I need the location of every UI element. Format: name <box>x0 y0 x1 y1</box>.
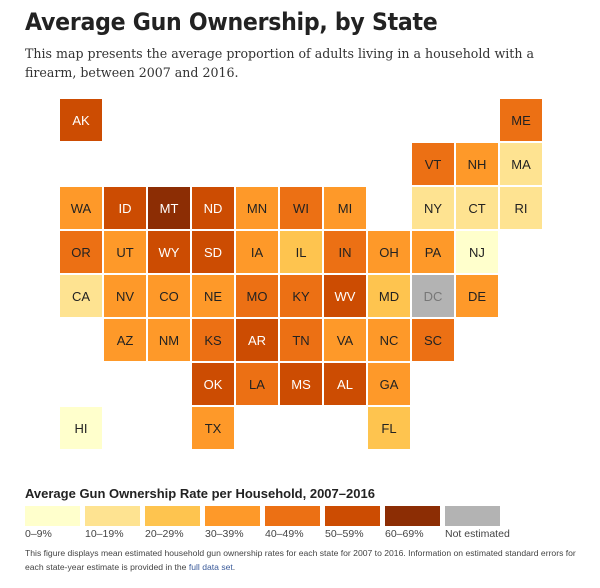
state-tile-mn: MN <box>236 187 278 229</box>
page-subtitle: This map presents the average proportion… <box>25 46 534 80</box>
legend-title: Average Gun Ownership Rate per Household… <box>25 486 375 501</box>
state-tile-ut: UT <box>104 231 146 273</box>
state-tile-wy: WY <box>148 231 190 273</box>
state-tile-ok: OK <box>192 363 234 405</box>
state-tile-ri: RI <box>500 187 542 229</box>
state-tile-de: DE <box>456 275 498 317</box>
state-tile-ne: NE <box>192 275 234 317</box>
state-tile-wv: WV <box>324 275 366 317</box>
legend-swatch <box>385 506 440 526</box>
state-tile-nj: NJ <box>456 231 498 273</box>
footnote-text: This figure displays mean estimated hous… <box>25 548 576 572</box>
state-tile-al: AL <box>324 363 366 405</box>
state-tile-tn: TN <box>280 319 322 361</box>
state-tile-ma: MA <box>500 143 542 185</box>
state-tile-nh: NH <box>456 143 498 185</box>
state-tile-or: OR <box>60 231 102 273</box>
legend-label: 40–49% <box>265 528 304 540</box>
state-tile-ky: KY <box>280 275 322 317</box>
state-tile-fl: FL <box>368 407 410 449</box>
state-tile-ct: CT <box>456 187 498 229</box>
full-data-set-link[interactable]: full data set <box>188 562 233 572</box>
state-tile-pa: PA <box>412 231 454 273</box>
state-tile-ia: IA <box>236 231 278 273</box>
state-tile-sc: SC <box>412 319 454 361</box>
state-tile-nm: NM <box>148 319 190 361</box>
state-tile-id: ID <box>104 187 146 229</box>
legend-swatch <box>25 506 80 526</box>
state-tile-dc: DC <box>412 275 454 317</box>
state-tile-in: IN <box>324 231 366 273</box>
state-tile-nd: ND <box>192 187 234 229</box>
state-tile-nv: NV <box>104 275 146 317</box>
state-tile-md: MD <box>368 275 410 317</box>
page-title: Average Gun Ownership, by State <box>25 8 438 36</box>
state-tile-la: LA <box>236 363 278 405</box>
state-tile-vt: VT <box>412 143 454 185</box>
state-tile-mi: MI <box>324 187 366 229</box>
state-tile-ga: GA <box>368 363 410 405</box>
state-tile-nc: NC <box>368 319 410 361</box>
state-tile-mt: MT <box>148 187 190 229</box>
legend-label: 50–59% <box>325 528 364 540</box>
state-tile-ks: KS <box>192 319 234 361</box>
legend-label: Not estimated <box>445 528 510 540</box>
state-tile-az: AZ <box>104 319 146 361</box>
state-tile-ny: NY <box>412 187 454 229</box>
state-tile-va: VA <box>324 319 366 361</box>
state-tile-co: CO <box>148 275 190 317</box>
state-tile-ak: AK <box>60 99 102 141</box>
state-tile-mo: MO <box>236 275 278 317</box>
legend-swatch <box>445 506 500 526</box>
state-tile-hi: HI <box>60 407 102 449</box>
state-tile-ca: CA <box>60 275 102 317</box>
legend-swatch <box>85 506 140 526</box>
legend-swatch <box>205 506 260 526</box>
legend-swatch <box>265 506 320 526</box>
legend-swatch <box>145 506 200 526</box>
legend-label: 30–39% <box>205 528 244 540</box>
legend-label: 60–69% <box>385 528 424 540</box>
state-tile-me: ME <box>500 99 542 141</box>
state-tile-wa: WA <box>60 187 102 229</box>
state-tile-sd: SD <box>192 231 234 273</box>
legend-swatch <box>325 506 380 526</box>
footnote: This figure displays mean estimated hous… <box>25 546 585 574</box>
legend-label: 20–29% <box>145 528 184 540</box>
state-tile-oh: OH <box>368 231 410 273</box>
state-tile-tx: TX <box>192 407 234 449</box>
state-tile-ar: AR <box>236 319 278 361</box>
legend-label: 0–9% <box>25 528 52 540</box>
state-tile-il: IL <box>280 231 322 273</box>
footnote-end: . <box>232 562 236 572</box>
state-tile-wi: WI <box>280 187 322 229</box>
state-tile-ms: MS <box>280 363 322 405</box>
legend-label: 10–19% <box>85 528 124 540</box>
